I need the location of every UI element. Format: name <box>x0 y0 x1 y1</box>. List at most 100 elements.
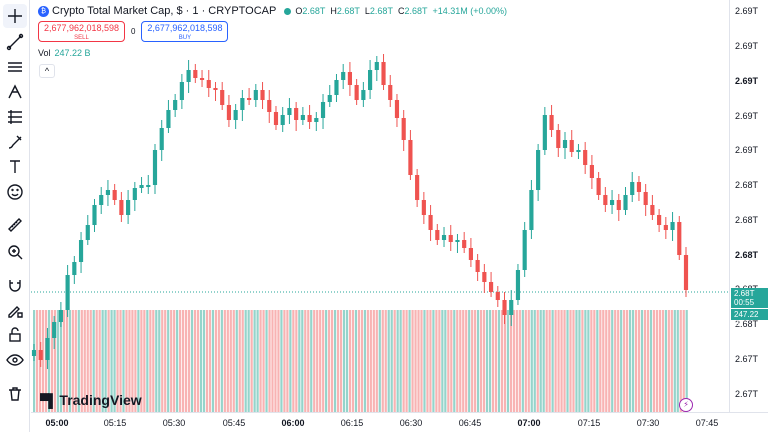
volume-bar <box>247 310 250 412</box>
time-axis[interactable]: 05:00 05:15 05:30 05:45 06:00 06:15 06:3… <box>31 412 768 432</box>
candle-body <box>152 150 158 185</box>
time-tick: 05:45 <box>222 418 246 428</box>
candle-body <box>220 90 225 105</box>
time-tick: 07:30 <box>636 418 660 428</box>
volume-bar <box>116 310 119 412</box>
volume-bar <box>503 310 507 412</box>
time-tick: 05:30 <box>162 418 186 428</box>
volume-bar <box>477 310 480 412</box>
candle-body <box>542 115 547 150</box>
candle-body <box>488 282 494 292</box>
text-tool-icon[interactable] <box>3 155 27 179</box>
volume-bar <box>468 310 471 412</box>
pitchfork-icon[interactable] <box>3 80 27 104</box>
candle-body <box>193 70 198 78</box>
volume-bar <box>545 310 548 412</box>
volume-bar <box>155 310 158 412</box>
volume-bar <box>506 310 510 412</box>
price-tick: 2.69T <box>735 76 759 86</box>
magnet-icon[interactable] <box>3 273 27 297</box>
volume-bar <box>122 310 125 412</box>
volume-bar <box>524 310 527 412</box>
volume-bar <box>229 310 232 412</box>
candle-body <box>159 128 164 150</box>
time-tick: 05:15 <box>103 418 127 428</box>
volume-bar <box>193 310 197 412</box>
volume-bar <box>432 310 435 412</box>
candle-body <box>294 108 299 120</box>
volume-bar <box>268 310 271 412</box>
candle-body <box>341 72 346 80</box>
volume-bar <box>235 310 238 412</box>
volume-bar <box>41 310 45 412</box>
candle-body <box>583 150 588 165</box>
symbol-title[interactable]: Crypto Total Market Cap, $ · 1 · CRYPTOC… <box>52 5 277 17</box>
buy-button[interactable]: 2,677,962,018,598 BUY <box>141 21 229 42</box>
ruler-icon[interactable] <box>3 213 27 237</box>
volume-bar <box>158 310 161 412</box>
candle-body <box>85 225 90 240</box>
candlestick-chart[interactable] <box>31 0 729 412</box>
symbol-legend: ₿ Crypto Total Market Cap, $ · 1 · CRYPT… <box>38 4 507 18</box>
volume-bar <box>292 310 295 412</box>
volume-bar <box>89 310 92 412</box>
candle-body <box>663 225 668 230</box>
volume-bar <box>384 310 387 412</box>
candle-body <box>65 275 70 310</box>
volume-bar <box>164 310 167 412</box>
volume-bar <box>515 310 518 412</box>
candle-body <box>388 85 393 100</box>
trend-line-icon[interactable] <box>3 30 27 54</box>
volume-bar <box>137 310 140 412</box>
sell-button[interactable]: 2,677,962,018,598 SELL <box>38 21 125 42</box>
volume-bar <box>125 310 128 412</box>
ohlc-open: O2.68T <box>295 6 328 16</box>
volume-bar <box>637 310 641 412</box>
volume-bar <box>608 310 611 412</box>
volume-bar <box>634 310 638 412</box>
trash-icon[interactable] <box>3 382 27 406</box>
lock-drawing-icon[interactable] <box>3 298 27 322</box>
candle-body <box>52 322 57 338</box>
volume-bar <box>599 310 602 412</box>
volume-bar <box>542 310 545 412</box>
eye-icon[interactable] <box>3 348 27 372</box>
candle-body <box>132 188 137 200</box>
candle-body <box>58 310 63 322</box>
lock-icon[interactable] <box>3 323 27 347</box>
ohlc-high-key: H <box>330 6 337 16</box>
buy-price: 2,677,962,018,598 <box>147 23 223 33</box>
collapse-legend-button[interactable]: ^ <box>39 64 55 78</box>
chart-pane[interactable] <box>31 0 729 412</box>
brush-icon[interactable] <box>3 130 27 154</box>
fib-retracement-icon[interactable] <box>3 105 27 129</box>
price-axis[interactable]: 2.69T 2.69T 2.69T 2.69T 2.69T 2.68T 2.68… <box>729 0 768 412</box>
volume-bar <box>593 310 596 412</box>
volume-bar <box>95 310 98 412</box>
candle-body <box>367 70 373 90</box>
lightning-icon[interactable]: ⚡ <box>679 398 693 412</box>
volume-bar <box>107 310 110 412</box>
candle-body <box>603 195 608 205</box>
volume-bar <box>68 310 71 412</box>
volume-bar <box>474 310 477 412</box>
candle-body <box>455 240 460 242</box>
volume-bar <box>557 310 560 412</box>
volume-legend[interactable]: Vol 247.22 B <box>38 48 91 58</box>
volume-bar <box>536 310 539 412</box>
volume-bar <box>217 310 220 412</box>
volume-bar <box>408 310 411 412</box>
volume-bar <box>375 310 378 412</box>
volume-bar <box>149 310 152 412</box>
volume-bar <box>494 310 498 412</box>
zoom-in-icon[interactable] <box>3 240 27 264</box>
candle-body <box>569 140 574 152</box>
horizontal-lines-icon[interactable] <box>3 55 27 79</box>
emoji-icon[interactable] <box>3 180 27 204</box>
volume-bar <box>289 310 292 412</box>
candle-body <box>502 300 507 315</box>
candle-body <box>126 200 131 215</box>
tradingview-logo[interactable]: ▀▌ TradingView <box>40 392 142 408</box>
crosshair-icon[interactable] <box>3 4 27 28</box>
volume-bar <box>402 310 405 412</box>
